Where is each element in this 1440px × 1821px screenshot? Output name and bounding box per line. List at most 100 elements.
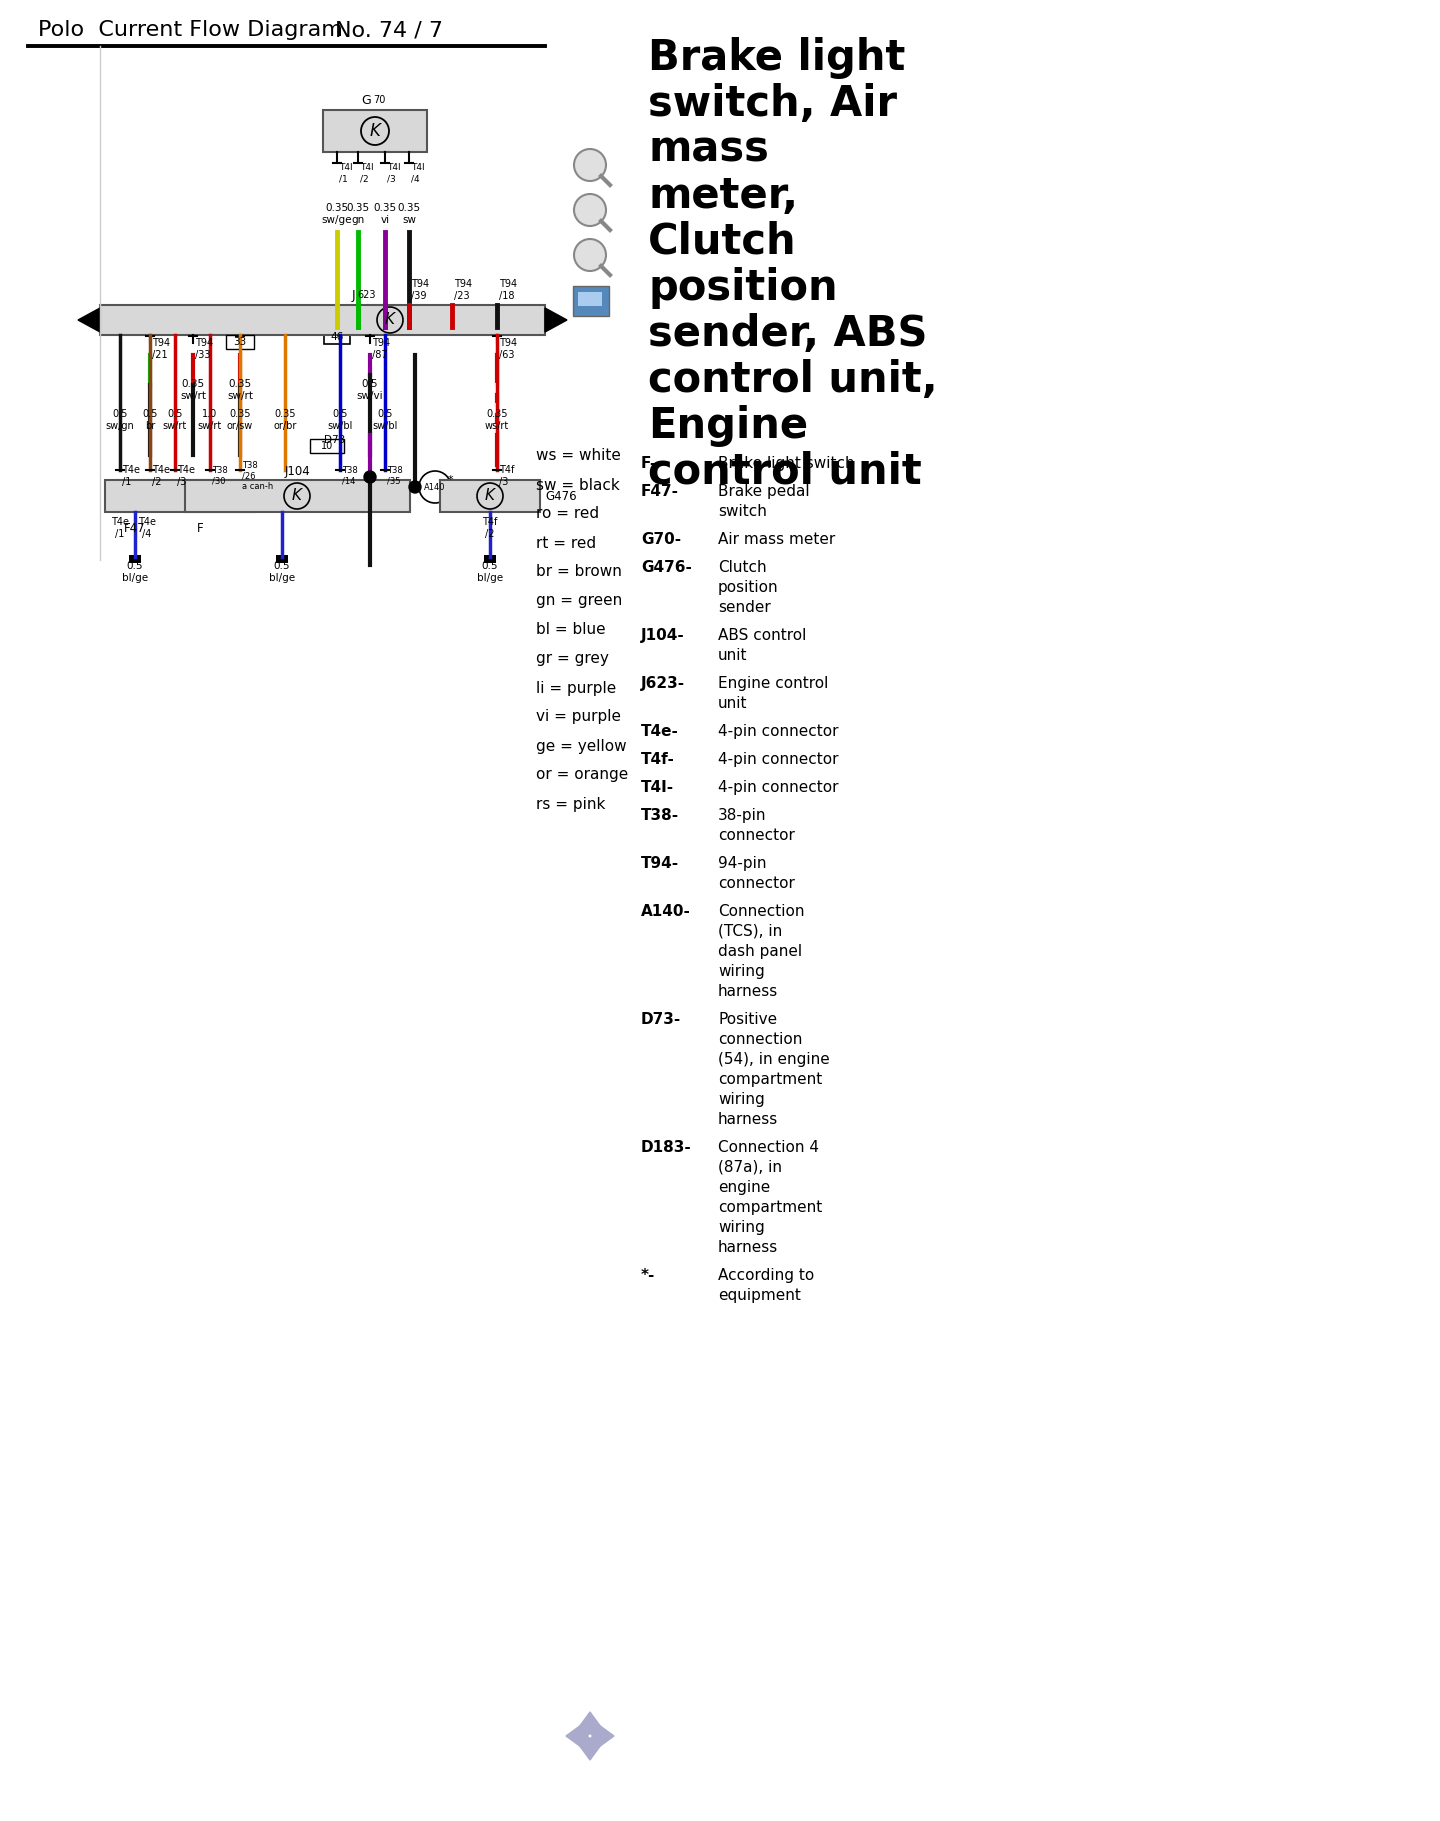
Text: K: K: [485, 488, 495, 503]
Text: wiring: wiring: [719, 1093, 765, 1107]
Circle shape: [575, 195, 606, 226]
Text: D183-: D183-: [641, 1140, 691, 1155]
Polygon shape: [78, 308, 99, 331]
Text: G476: G476: [544, 490, 576, 503]
Text: rs = pink: rs = pink: [536, 796, 605, 812]
Text: *: *: [448, 475, 452, 484]
Text: 0.5
sw/bl: 0.5 sw/bl: [327, 410, 353, 432]
Text: T94-: T94-: [641, 856, 680, 870]
Text: 33: 33: [233, 337, 246, 348]
Bar: [226, 335, 253, 350]
Text: 70: 70: [373, 95, 386, 106]
Text: T38
/26
a can-h: T38 /26 a can-h: [242, 461, 274, 492]
Text: Clutch: Clutch: [648, 220, 796, 262]
Text: rt = red: rt = red: [536, 535, 596, 550]
Polygon shape: [566, 1721, 588, 1752]
Text: connector: connector: [719, 829, 795, 843]
Text: J: J: [351, 290, 356, 302]
Text: Brake light switch: Brake light switch: [719, 455, 854, 472]
Text: /4: /4: [410, 175, 419, 184]
Text: D73: D73: [324, 435, 346, 444]
Text: connection: connection: [719, 1033, 802, 1047]
Text: 0.5
bl/ge: 0.5 bl/ge: [477, 561, 503, 583]
Text: mass: mass: [648, 129, 769, 171]
Text: 4-pin connector: 4-pin connector: [719, 725, 838, 739]
Text: ws = white: ws = white: [536, 448, 621, 464]
Text: T4I: T4I: [360, 164, 373, 173]
Text: 623: 623: [357, 290, 376, 300]
Bar: [577, 291, 602, 306]
Text: engine: engine: [719, 1180, 770, 1195]
Text: T4e
/2: T4e /2: [153, 464, 170, 486]
Polygon shape: [544, 308, 567, 331]
Text: 0.35
or/sw: 0.35 or/sw: [228, 410, 253, 432]
Text: A140: A140: [425, 483, 446, 492]
Text: 4-pin connector: 4-pin connector: [719, 752, 838, 767]
Text: A140-: A140-: [641, 903, 691, 920]
Text: T94
/39: T94 /39: [410, 279, 429, 300]
Text: 0.5
br: 0.5 br: [143, 410, 158, 432]
Text: switch: switch: [719, 504, 768, 519]
Text: K: K: [292, 488, 302, 503]
Bar: [484, 555, 495, 563]
Text: (54), in engine: (54), in engine: [719, 1053, 829, 1067]
Text: F47: F47: [124, 521, 145, 535]
Text: T4I-: T4I-: [641, 779, 674, 796]
Text: br = brown: br = brown: [536, 565, 622, 579]
Text: 0.5
sw/gn: 0.5 sw/gn: [105, 410, 134, 432]
Text: gn = green: gn = green: [536, 594, 622, 608]
Text: bl = blue: bl = blue: [536, 623, 606, 637]
Text: F47-: F47-: [641, 484, 680, 499]
Text: ABS control: ABS control: [719, 628, 806, 643]
Text: Engine: Engine: [648, 404, 808, 446]
Text: G70-: G70-: [641, 532, 681, 546]
Bar: [105, 481, 255, 512]
Text: position: position: [719, 581, 779, 595]
Text: T38
/14: T38 /14: [343, 466, 357, 486]
Text: Polo  Current Flow Diagram: Polo Current Flow Diagram: [37, 20, 343, 40]
Text: (TCS), in: (TCS), in: [719, 923, 782, 940]
Circle shape: [409, 481, 420, 493]
Text: 38-pin: 38-pin: [719, 809, 766, 823]
Text: Connection 4: Connection 4: [719, 1140, 819, 1155]
Text: T4e
/4: T4e /4: [138, 517, 156, 539]
Text: /2: /2: [360, 175, 369, 184]
Text: 4-pin connector: 4-pin connector: [719, 779, 838, 796]
Text: ro = red: ro = red: [536, 506, 599, 521]
Text: unit: unit: [719, 696, 747, 710]
Text: Engine control: Engine control: [719, 676, 828, 690]
Text: T4I: T4I: [338, 164, 353, 173]
Text: 0.35
ws/rt: 0.35 ws/rt: [485, 410, 510, 432]
Text: compartment: compartment: [719, 1200, 822, 1215]
Text: 0.5
sw/vi: 0.5 sw/vi: [357, 379, 383, 401]
Text: Positive: Positive: [719, 1012, 778, 1027]
Text: T94
/87: T94 /87: [372, 339, 390, 361]
Text: unit: unit: [719, 648, 747, 663]
Text: switch, Air: switch, Air: [648, 84, 897, 126]
Text: T94
/33: T94 /33: [194, 339, 213, 361]
Text: compartment: compartment: [719, 1073, 822, 1087]
Text: T94
/21: T94 /21: [153, 339, 170, 361]
Bar: [99, 304, 544, 335]
Text: harness: harness: [719, 983, 778, 1000]
Text: position: position: [648, 268, 838, 310]
Text: sw = black: sw = black: [536, 477, 619, 492]
Text: T4e
/3: T4e /3: [177, 464, 194, 486]
Polygon shape: [592, 1721, 613, 1752]
Text: T38
/35: T38 /35: [387, 466, 403, 486]
Polygon shape: [575, 1737, 606, 1761]
Text: 0.35
vi: 0.35 vi: [373, 204, 396, 224]
Text: J104: J104: [284, 464, 310, 477]
Text: ge = yellow: ge = yellow: [536, 739, 626, 754]
Text: 10: 10: [321, 441, 333, 452]
Text: control unit,: control unit,: [648, 359, 937, 401]
Text: 0.5
bl/ge: 0.5 bl/ge: [269, 561, 295, 583]
Text: G476-: G476-: [641, 561, 691, 575]
Text: K: K: [370, 122, 380, 140]
Text: connector: connector: [719, 876, 795, 890]
Text: T4I: T4I: [410, 164, 425, 173]
Text: T94
/18: T94 /18: [500, 279, 517, 300]
Text: Air mass meter: Air mass meter: [719, 532, 835, 546]
Text: K: K: [384, 313, 395, 328]
Circle shape: [364, 472, 376, 483]
